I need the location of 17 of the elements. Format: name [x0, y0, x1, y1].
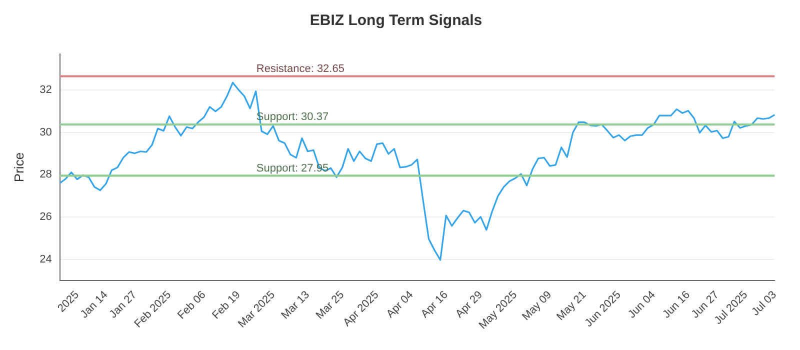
ref-line-label: Resistance: 32.65 — [256, 62, 344, 75]
x-tick-label: Jun 16 — [660, 288, 692, 321]
x-tick-label: Apr 04 — [384, 288, 416, 320]
x-tick-label: Mar 13 — [279, 288, 312, 322]
y-tick-label: 32 — [40, 84, 52, 96]
y-axis-title: Price — [11, 152, 26, 182]
y-tick-label: 28 — [40, 168, 52, 181]
chart-title: EBIZ Long Term Signals — [310, 12, 482, 30]
x-tick-label: Jul 03 — [750, 288, 779, 318]
y-tick-label: 30 — [40, 126, 52, 138]
x-tick-label: May 09 — [520, 288, 554, 323]
x-tick-label: Feb 06 — [176, 288, 208, 322]
x-tick-label: Jan 14 — [78, 288, 110, 321]
x-tick-label: Jun 04 — [626, 288, 658, 321]
x-tick-label: Apr 16 — [418, 288, 450, 320]
y-tick-label: 26 — [40, 211, 52, 224]
y-tick-label: 24 — [40, 253, 52, 266]
